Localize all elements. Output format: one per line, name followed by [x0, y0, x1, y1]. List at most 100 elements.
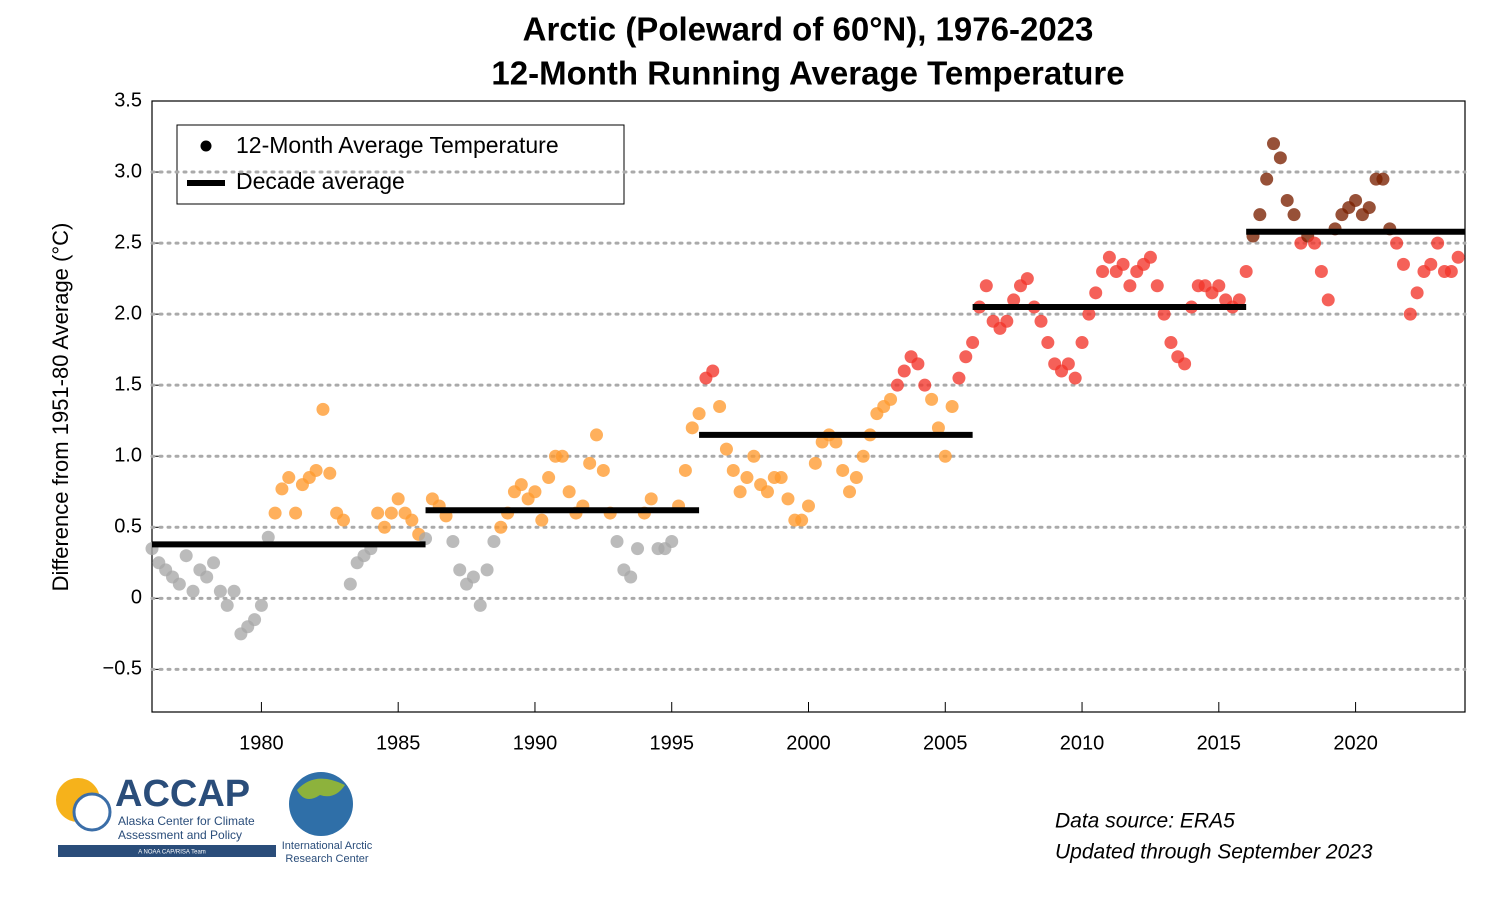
data-point [1178, 357, 1192, 371]
accap-bar [58, 845, 276, 857]
data-point [378, 520, 392, 534]
data-point [856, 449, 870, 463]
data-point [1041, 336, 1055, 350]
iarc-logo: International Arctic Research Center [282, 772, 373, 865]
data-point [1239, 265, 1253, 279]
data-point [719, 442, 733, 456]
x-tick-label: 1995 [649, 732, 694, 754]
data-point [808, 456, 822, 470]
data-point [726, 463, 740, 477]
y-tick-label: 2.5 [114, 231, 142, 253]
data-point [1068, 371, 1082, 385]
data-point [1267, 137, 1281, 151]
data-point [740, 471, 754, 485]
data-point [487, 534, 501, 548]
x-tick-label: 2005 [923, 732, 968, 754]
data-point [172, 577, 186, 591]
x-tick-label: 2020 [1333, 732, 1378, 754]
data-point [945, 400, 959, 413]
data-point [254, 598, 268, 612]
data-point [1157, 307, 1171, 321]
data-point [1089, 286, 1103, 300]
data-point [336, 513, 350, 527]
data-point [1431, 236, 1445, 250]
data-point [1362, 201, 1376, 215]
data-point [1150, 279, 1164, 293]
accap-logo: ACCAP Alaska Center for Climate Assessme… [56, 773, 276, 857]
data-point [514, 478, 528, 492]
y-axis-label: Difference from 1951-80 Average (°C) [48, 223, 73, 592]
data-point [220, 598, 234, 612]
data-point [849, 471, 863, 485]
data-point [213, 584, 227, 598]
data-point [884, 392, 898, 406]
data-point [453, 563, 467, 577]
data-point [1403, 307, 1417, 321]
x-tick-label: 2015 [1197, 732, 1242, 754]
data-point [911, 357, 925, 371]
data-point [268, 506, 282, 520]
accap-tag: A NOAA CAP/RISA Team [138, 850, 206, 856]
data-point [1212, 279, 1226, 293]
data-point [289, 506, 303, 520]
data-point [781, 492, 795, 506]
data-point [1444, 265, 1458, 279]
data-point [925, 392, 939, 406]
iarc-line: Research Center [285, 853, 368, 865]
data-point [713, 400, 727, 413]
accap-line: Alaska Center for Climate [118, 814, 255, 828]
data-point [966, 336, 980, 350]
data-point [466, 570, 480, 584]
data-point [316, 402, 330, 416]
data-point [1451, 250, 1465, 264]
data-point [309, 463, 323, 477]
x-tick-label: 1990 [513, 732, 558, 754]
data-point [1123, 279, 1137, 293]
x-tick-label: 2000 [786, 732, 831, 754]
data-point [843, 485, 857, 499]
chart-subtitle: 12-Month Running Average Temperature [491, 55, 1124, 92]
x-tick-label: 1985 [376, 732, 421, 754]
data-point [1102, 250, 1116, 264]
data-point [1410, 286, 1424, 300]
data-point [1075, 336, 1089, 350]
y-tick-label: −0.5 [103, 658, 142, 680]
data-point [760, 485, 774, 499]
data-point [528, 485, 542, 499]
data-point [590, 428, 604, 442]
data-point [624, 570, 638, 584]
data-point [959, 350, 973, 364]
data-source: Data source: ERA5 [1055, 810, 1235, 833]
data-point [829, 435, 843, 449]
data-point [446, 534, 460, 548]
data-point [644, 492, 658, 506]
data-point [631, 542, 645, 556]
data-point [931, 421, 945, 435]
y-tick-label: 2.0 [114, 302, 142, 324]
data-point [1273, 151, 1287, 165]
legend-marker [200, 140, 212, 152]
data-point [1260, 172, 1274, 186]
data-point [678, 463, 692, 477]
data-point [555, 449, 569, 463]
data-point [248, 613, 262, 627]
data-point [1314, 265, 1328, 279]
data-point [405, 513, 419, 527]
y-tick-label: 0 [131, 587, 142, 609]
data-point [227, 584, 241, 598]
data-point [391, 492, 405, 506]
data-point [261, 530, 275, 544]
y-tick-label: 1.0 [114, 445, 142, 467]
legend-box [176, 124, 625, 205]
data-point [186, 584, 200, 598]
data-point [1020, 272, 1034, 286]
data-point [1232, 293, 1246, 307]
data-point [384, 506, 398, 520]
x-tick-label: 1980 [239, 732, 284, 754]
data-point [1308, 236, 1322, 250]
y-tick-label: 1.5 [114, 373, 142, 395]
data-point [1116, 257, 1130, 271]
x-tick-label: 2010 [1060, 732, 1105, 754]
